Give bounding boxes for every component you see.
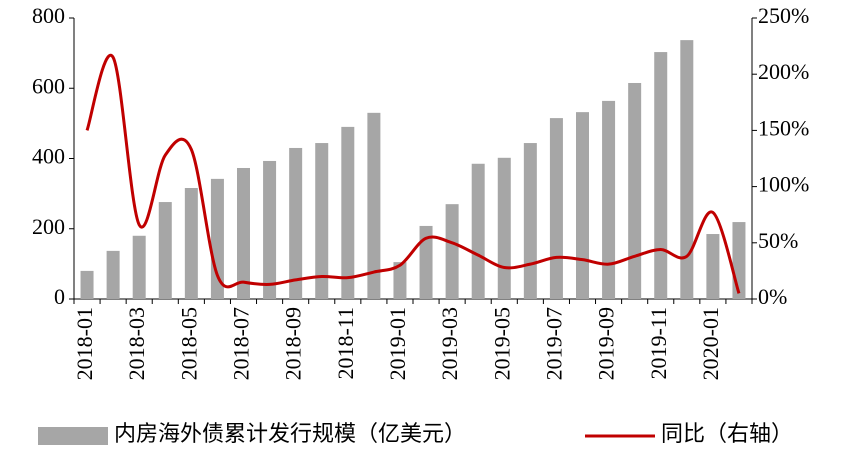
bar <box>106 250 120 299</box>
x-tick-label: 2019-11 <box>646 307 671 380</box>
x-tick-label: 2018-05 <box>176 307 201 380</box>
x-tick-label: 2019-03 <box>437 307 462 380</box>
bar <box>602 100 616 300</box>
legend-label: 同比（右轴） <box>661 421 793 446</box>
x-tick-label: 2019-07 <box>541 307 566 380</box>
y-tick-label: 800 <box>32 3 65 28</box>
y-tick-label: 400 <box>32 144 65 169</box>
y2-tick-label: 50% <box>758 228 798 253</box>
x-tick-label: 2018-11 <box>333 307 358 380</box>
x-tick-label: 2018-09 <box>281 307 306 380</box>
x-tick-label: 2019-01 <box>385 307 410 380</box>
bar <box>210 178 224 299</box>
bar <box>549 118 563 299</box>
y2-tick-label: 0% <box>758 284 787 309</box>
bar <box>263 160 277 299</box>
bar <box>680 40 694 299</box>
bar <box>289 147 303 299</box>
bar <box>341 126 355 299</box>
bar <box>654 52 668 299</box>
x-tick-label: 2019-05 <box>489 307 514 380</box>
bar <box>158 202 172 299</box>
y2-tick-label: 250% <box>758 3 809 28</box>
bar <box>80 270 94 299</box>
y-tick-label: 200 <box>32 214 65 239</box>
legend-swatch <box>38 427 108 445</box>
bar <box>132 235 146 299</box>
legend-label: 内房海外债累计发行规模（亿美元） <box>114 421 466 446</box>
x-tick-label: 2019-09 <box>594 307 619 380</box>
y-tick-label: 600 <box>32 73 65 98</box>
bar <box>445 204 459 299</box>
x-tick-label: 2018-07 <box>229 307 254 380</box>
bar <box>393 262 407 299</box>
bar <box>628 82 642 299</box>
y2-tick-label: 200% <box>758 59 809 84</box>
y2-tick-label: 100% <box>758 172 809 197</box>
y2-tick-label: 150% <box>758 115 809 140</box>
x-tick-label: 2018-03 <box>124 307 149 380</box>
bar <box>576 112 589 299</box>
bar <box>315 143 329 299</box>
bar <box>471 163 485 299</box>
bar <box>497 157 511 299</box>
x-tick-label: 2018-01 <box>72 307 97 380</box>
bar <box>419 225 433 299</box>
bar <box>237 167 250 299</box>
y-tick-label: 0 <box>54 284 65 309</box>
bar <box>706 234 720 299</box>
bar <box>523 143 537 299</box>
bar <box>732 222 746 299</box>
bar <box>367 112 381 300</box>
bar <box>184 188 198 299</box>
x-tick-label: 2020-01 <box>698 307 723 380</box>
line <box>85 53 741 294</box>
